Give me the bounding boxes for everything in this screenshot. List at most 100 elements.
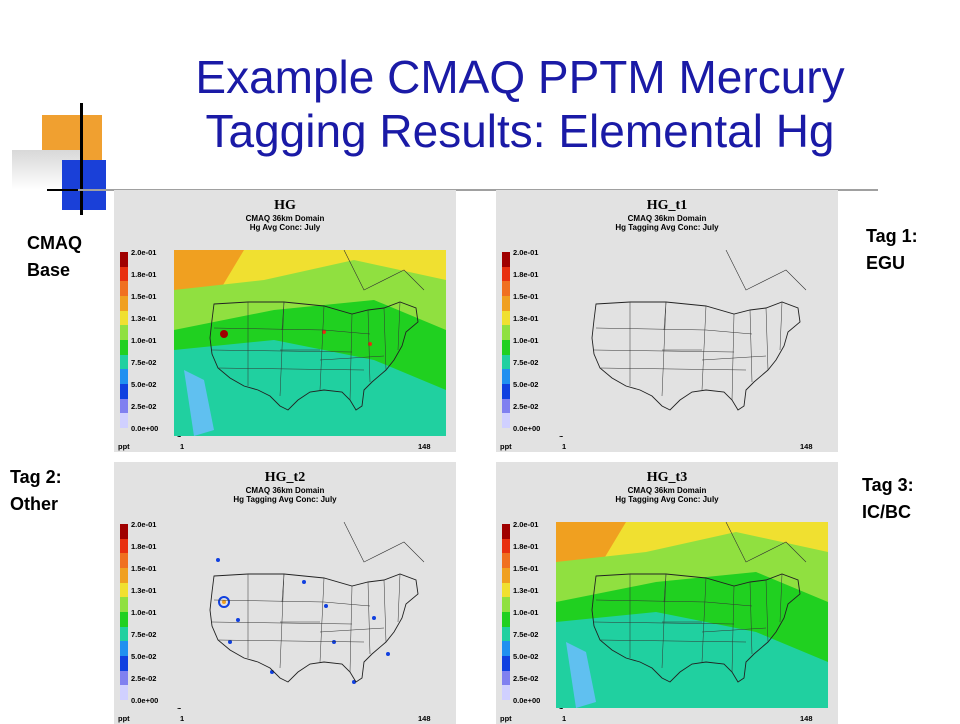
legend-swatch	[120, 553, 128, 569]
legend-swatch	[120, 325, 128, 341]
map-panel-hg-t2: HG_t2 CMAQ 36km Domain Hg Tagging Avg Conc…	[114, 462, 456, 724]
axis-x-max: 148	[418, 714, 431, 723]
label-base: CMAQ Base	[27, 233, 82, 280]
panel-header: HG_t2 CMAQ 36km Domain Hg Tagging Avg Conc…	[114, 462, 456, 504]
label-tag2: Tag 2: Other	[10, 467, 62, 514]
axis-x-min: 1	[180, 442, 185, 451]
legend-swatch	[502, 354, 510, 370]
legend-swatch	[120, 384, 128, 400]
legend-label: 1.0e-01	[131, 336, 157, 345]
legend-label: 5.0e-02	[131, 380, 157, 389]
slide-title: Example CMAQ PPTM Mercury Tagging Result…	[195, 51, 845, 157]
legend-label: 2.0e-01	[513, 520, 539, 529]
legend-swatch	[120, 524, 128, 540]
legend-label: 2.0e-01	[131, 248, 157, 257]
legend-swatch	[502, 266, 510, 282]
legend-label: 1.8e-01	[131, 542, 157, 551]
axis-x-min: 1	[180, 714, 185, 723]
title-underline	[78, 189, 878, 191]
legend-swatch	[502, 252, 510, 268]
legend-label: 1.5e-01	[131, 292, 157, 301]
legend-swatch	[502, 641, 510, 657]
legend-swatch	[120, 568, 128, 584]
legend-label: 5.0e-02	[513, 652, 539, 661]
legend-label: 2.5e-02	[131, 674, 157, 683]
label-tag3: Tag 3: IC/BC	[862, 475, 914, 522]
legend-swatch	[120, 597, 128, 613]
panel-domain: CMAQ 36km Domain	[245, 214, 325, 223]
legend-swatch	[120, 656, 128, 672]
map-panel-hg-t3: HG_t3 CMAQ 36km Domain Hg Tagging Avg Conc…	[496, 462, 838, 724]
legend-label: 1.8e-01	[513, 270, 539, 279]
panel-name: HG_t1	[646, 198, 688, 213]
legend-label: 0.0e+00	[131, 424, 159, 433]
legend-label: 1.0e-01	[131, 608, 157, 617]
panel-subtitle: Hg Tagging Avg Conc: July	[233, 495, 337, 504]
legend-label: 7.5e-02	[513, 358, 539, 367]
legend-swatch	[502, 597, 510, 613]
legend-swatch	[502, 310, 510, 326]
legend-swatch	[502, 626, 510, 642]
axis-x-max: 148	[418, 442, 431, 451]
corner-vline	[80, 103, 83, 215]
legend-label: 1.5e-01	[131, 564, 157, 573]
legend-label: 2.5e-02	[513, 402, 539, 411]
legend-swatch	[120, 310, 128, 326]
axis-x-max: 148	[800, 442, 813, 451]
map-panel-hg-t1: HG_t1 CMAQ 36km Domain Hg Tagging Avg Conc…	[496, 190, 838, 452]
legend-label: 7.5e-02	[513, 630, 539, 639]
legend-swatch	[502, 281, 510, 297]
legend-swatch	[120, 641, 128, 657]
legend-unit: ppt	[500, 714, 512, 723]
legend-label: 1.8e-01	[513, 542, 539, 551]
panel-name: HG	[274, 198, 296, 213]
concentration-map	[174, 522, 446, 708]
concentration-map	[556, 250, 828, 436]
legend-swatch	[502, 296, 510, 312]
legend-swatch	[502, 568, 510, 584]
legend-swatch	[120, 582, 128, 598]
legend-label: 2.0e-01	[513, 248, 539, 257]
legend-label: 1.0e-01	[513, 608, 539, 617]
legend-swatch	[502, 553, 510, 569]
legend-swatch	[120, 538, 128, 554]
panel-header: HG CMAQ 36km Domain Hg Avg Conc: July	[114, 190, 456, 232]
axis-x-max: 148	[800, 714, 813, 723]
legend-unit: ppt	[500, 442, 512, 451]
panel-subtitle: Hg Tagging Avg Conc: July	[615, 495, 719, 504]
legend-swatch	[502, 524, 510, 540]
concentration-map	[174, 250, 446, 436]
axis-x-min: 1	[562, 442, 567, 451]
legend-swatch	[502, 340, 510, 356]
legend-label: 5.0e-02	[513, 380, 539, 389]
concentration-map	[556, 522, 828, 708]
legend-unit: ppt	[118, 714, 130, 723]
legend-swatch	[502, 582, 510, 598]
legend-label: 1.0e-01	[513, 336, 539, 345]
panel-header: HG_t3 CMAQ 36km Domain Hg Tagging Avg Conc…	[496, 462, 838, 504]
legend-swatch	[502, 398, 510, 414]
panel-subtitle: Hg Avg Conc: July	[249, 223, 321, 232]
legend-swatch	[502, 670, 510, 686]
legend-swatch	[502, 325, 510, 341]
legend-label: 0.0e+00	[513, 424, 541, 433]
legend-swatch	[502, 384, 510, 400]
legend-swatch	[502, 656, 510, 672]
panel-name: HG_t3	[646, 470, 688, 485]
legend-label: 1.5e-01	[513, 564, 539, 573]
legend-label: 2.5e-02	[513, 674, 539, 683]
panel-domain: CMAQ 36km Domain	[245, 486, 325, 495]
legend-label: 1.3e-01	[131, 314, 157, 323]
legend-swatch	[120, 266, 128, 282]
legend-swatch	[502, 369, 510, 385]
corner-blue-square	[62, 160, 106, 210]
legend-label: 7.5e-02	[131, 630, 157, 639]
legend-label: 7.5e-02	[131, 358, 157, 367]
panel-header: HG_t1 CMAQ 36km Domain Hg Tagging Avg Conc…	[496, 190, 838, 232]
legend-swatch	[120, 626, 128, 642]
legend-label: 1.3e-01	[131, 586, 157, 595]
legend-swatch	[120, 252, 128, 268]
map-panel-hg: HG CMAQ 36km Domain Hg Avg Conc: July 2.0e-…	[114, 190, 456, 452]
legend-swatch	[120, 296, 128, 312]
panel-subtitle: Hg Tagging Avg Conc: July	[615, 223, 719, 232]
